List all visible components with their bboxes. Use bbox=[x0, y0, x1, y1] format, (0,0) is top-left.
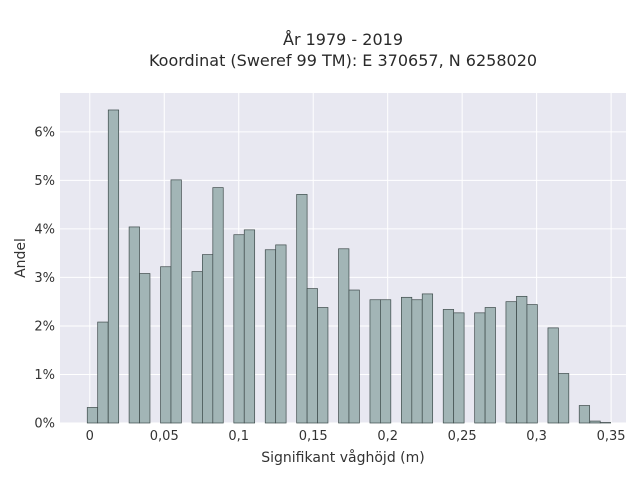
histogram-bar bbox=[348, 289, 360, 424]
histogram-bar bbox=[505, 301, 517, 424]
x-tick-label: 0,3 bbox=[526, 429, 547, 444]
histogram-bar bbox=[453, 312, 465, 424]
x-tick-label: 0,05 bbox=[150, 429, 179, 444]
y-axis-label: Andel bbox=[13, 238, 29, 278]
histogram-bar bbox=[264, 249, 277, 424]
histogram-bar bbox=[380, 299, 392, 424]
histogram-bar bbox=[170, 179, 182, 424]
histogram-bar bbox=[212, 187, 224, 424]
histogram-bar bbox=[306, 288, 318, 424]
x-tick-label: 0,15 bbox=[299, 429, 328, 444]
x-tick-label: 0,2 bbox=[377, 429, 398, 444]
histogram-bar bbox=[160, 266, 172, 424]
x-tick-label: 0,35 bbox=[597, 429, 626, 444]
y-tick-label: 3% bbox=[34, 271, 55, 286]
y-tick-label: 4% bbox=[34, 222, 55, 237]
histogram-bar bbox=[275, 244, 287, 424]
x-axis-label: Signifikant våghöjd (m) bbox=[261, 449, 424, 466]
histogram-bar bbox=[516, 295, 528, 424]
x-tick-label: 0,1 bbox=[228, 429, 249, 444]
histogram-bar bbox=[411, 299, 423, 424]
histogram-bar bbox=[191, 271, 203, 424]
histogram-bar bbox=[128, 226, 140, 424]
histogram-bar bbox=[401, 296, 413, 424]
histogram-bar bbox=[474, 312, 486, 424]
histogram-bar bbox=[558, 373, 570, 424]
y-tick-label: 6% bbox=[34, 125, 55, 140]
y-tick-label: 5% bbox=[34, 174, 55, 189]
histogram-bar bbox=[296, 194, 308, 424]
bars bbox=[86, 109, 612, 424]
tick-labels: 0% 1% 2% 3% 4% 5% 6% 0 0,05 0,1 0,15 0,2 0,25 0,3 0,35 bbox=[34, 125, 625, 444]
histogram-bar bbox=[86, 407, 99, 424]
histogram-bar bbox=[243, 229, 256, 424]
histogram-bar bbox=[107, 109, 120, 424]
histogram-bar bbox=[317, 307, 329, 424]
histogram-bar bbox=[202, 254, 214, 424]
histogram-bar bbox=[97, 321, 109, 424]
chart-title-line-1: År 1979 - 2019 bbox=[283, 30, 403, 49]
histogram-bar bbox=[484, 307, 496, 424]
histogram-bar bbox=[526, 304, 538, 424]
histogram-bar bbox=[547, 327, 559, 424]
histogram-bar bbox=[578, 405, 591, 424]
histogram-bar bbox=[233, 234, 245, 424]
histogram-bar bbox=[139, 273, 151, 424]
y-tick-label: 0% bbox=[34, 417, 55, 432]
histogram-bar bbox=[338, 248, 350, 424]
y-tick-label: 2% bbox=[34, 319, 55, 334]
x-tick-label: 0,25 bbox=[448, 429, 477, 444]
histogram-bar bbox=[442, 309, 455, 424]
chart-title-line-2: Koordinat (Sweref 99 TM): E 370657, N 62… bbox=[149, 51, 537, 70]
histogram-bar bbox=[369, 299, 381, 424]
histogram-bar bbox=[421, 293, 434, 424]
x-tick-label: 0 bbox=[86, 429, 94, 444]
y-tick-label: 1% bbox=[34, 368, 55, 383]
histogram-bar bbox=[589, 420, 601, 424]
